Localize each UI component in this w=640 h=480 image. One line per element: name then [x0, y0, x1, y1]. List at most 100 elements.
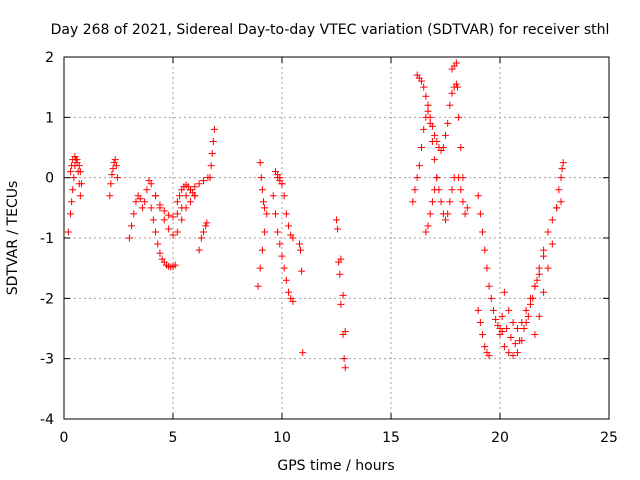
data-point — [111, 156, 119, 164]
data-point — [492, 315, 500, 323]
data-point — [282, 276, 290, 284]
series-g — [295, 240, 307, 357]
data-point — [483, 264, 491, 272]
y-tick-label: 1 — [45, 110, 54, 126]
data-point — [337, 255, 345, 263]
data-point — [337, 300, 345, 308]
data-point — [540, 246, 548, 254]
data-point — [165, 225, 173, 233]
data-point — [459, 198, 467, 206]
series-e2 — [256, 159, 269, 212]
data-point — [197, 234, 205, 242]
series-j2 — [474, 306, 493, 360]
data-point — [147, 204, 155, 212]
data-point — [455, 174, 463, 182]
data-point — [413, 174, 421, 182]
y-tick-label: -1 — [40, 231, 54, 247]
data-point — [77, 180, 85, 188]
data-point — [424, 101, 432, 109]
data-point — [479, 228, 487, 236]
series-i3 — [422, 174, 441, 236]
data-point — [431, 156, 439, 164]
data-point — [540, 252, 548, 260]
data-point — [141, 198, 149, 206]
data-point — [173, 210, 181, 218]
data-point — [125, 234, 133, 242]
data-point — [208, 150, 216, 158]
series-i4 — [448, 59, 467, 182]
data-point — [489, 306, 497, 314]
data-point — [457, 186, 465, 194]
data-point — [444, 119, 452, 127]
data-point — [106, 192, 114, 200]
data-point — [557, 174, 565, 182]
data-point — [130, 210, 138, 218]
data-point — [256, 159, 264, 167]
series-j5 — [498, 276, 541, 348]
data-point — [107, 180, 115, 188]
data-point — [256, 264, 264, 272]
data-point — [409, 198, 417, 206]
data-point — [276, 240, 284, 248]
data-point — [178, 216, 186, 224]
series-h2 — [337, 255, 349, 336]
data-point — [428, 122, 436, 130]
data-point — [176, 192, 184, 200]
data-point — [522, 306, 530, 314]
data-point — [173, 228, 181, 236]
data-point — [113, 174, 121, 182]
data-point — [500, 343, 508, 351]
data-point — [68, 162, 76, 170]
data-point — [200, 228, 208, 236]
data-point — [535, 270, 543, 278]
x-axis-label: GPS time / hours — [277, 458, 394, 474]
data-point — [485, 282, 493, 290]
data-point — [420, 125, 428, 133]
grid-lines — [64, 57, 609, 419]
data-point — [333, 216, 340, 224]
data-point — [258, 186, 266, 194]
series-c3 — [152, 174, 212, 221]
data-point — [178, 204, 186, 212]
data-point — [271, 210, 279, 218]
data-point — [136, 195, 144, 203]
data-point — [448, 186, 456, 194]
tick-labels: 0 5 10 15 20 25 -4 -3 -2 -1 0 1 2 — [40, 50, 618, 446]
data-point — [280, 192, 288, 200]
data-point — [295, 240, 303, 248]
series-c2 — [147, 204, 179, 271]
data-point — [274, 228, 282, 236]
data-point — [143, 186, 151, 194]
data-point — [503, 325, 511, 332]
data-point — [210, 125, 218, 133]
y-tick-label: -4 — [40, 412, 54, 428]
data-point — [520, 325, 528, 332]
data-point — [500, 288, 508, 296]
data-point — [420, 83, 428, 91]
data-point — [529, 294, 537, 302]
data-point — [261, 204, 269, 212]
data-point — [165, 211, 173, 219]
data-point — [257, 174, 265, 182]
data-point — [535, 312, 543, 320]
series-k — [553, 159, 567, 212]
data-point — [258, 246, 266, 254]
x-tick-label: 15 — [382, 430, 400, 446]
series-a2 — [67, 153, 84, 176]
data-point — [73, 156, 81, 164]
series-j6 — [531, 240, 556, 339]
data-point — [433, 174, 441, 182]
data-point — [254, 282, 262, 290]
y-tick-label: -2 — [40, 291, 54, 307]
data-point — [418, 144, 426, 151]
data-point — [269, 192, 277, 200]
data-point — [540, 288, 548, 296]
data-point — [68, 198, 76, 206]
series-b — [106, 156, 121, 200]
data-point — [289, 297, 297, 305]
series-i5 — [455, 174, 471, 218]
data-point — [280, 264, 288, 272]
data-point — [411, 186, 419, 194]
data-point — [152, 228, 160, 236]
